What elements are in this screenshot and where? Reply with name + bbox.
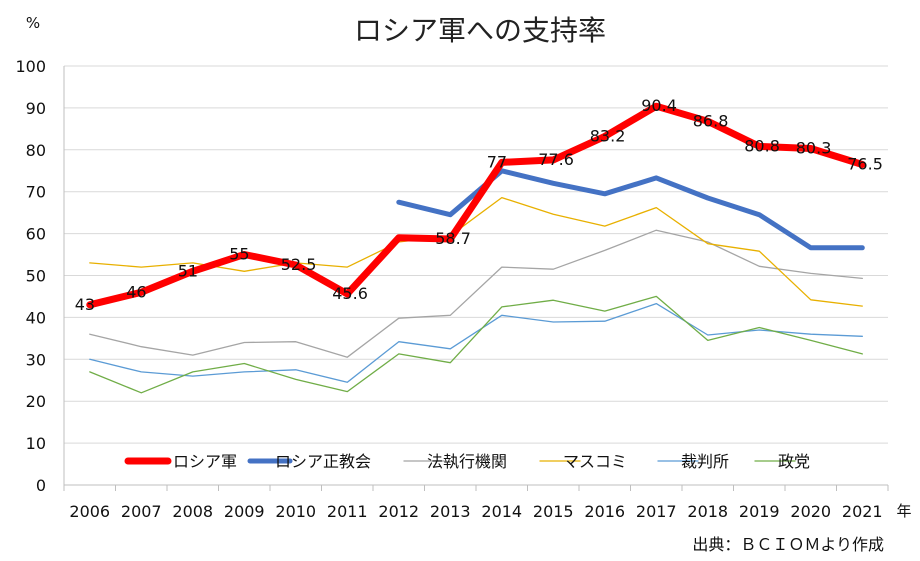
data-label: 45.6	[332, 284, 368, 303]
y-tick-label: 70	[26, 183, 46, 202]
series-line-4	[89, 302, 863, 383]
data-label: 55	[229, 245, 249, 264]
data-label: 58.7	[435, 229, 471, 248]
x-tick-label: 2009	[224, 502, 265, 521]
legend-label: 法執行機関	[427, 452, 507, 471]
y-tick-label: 90	[26, 99, 46, 118]
x-axis-unit: 年	[896, 502, 911, 520]
data-label: 90.4	[641, 96, 677, 115]
series-line-3	[89, 196, 863, 307]
data-labels: 43 46 51 55 52.5 45.6 58.7 77 77.6 83.2 90.4 86.8 80…	[75, 96, 883, 314]
x-tick-label: 2021	[842, 502, 883, 521]
y-tick-label: 20	[26, 392, 46, 411]
data-label: 46	[126, 282, 146, 301]
y-axis-ticks: 0 10 20 30 40 50 60 70 80 90 100	[15, 57, 46, 495]
x-tick-label: 2020	[790, 502, 831, 521]
x-tick-label: 2012	[378, 502, 419, 521]
x-tick-label: 2006	[69, 502, 110, 521]
x-axis-ticks: 2006 2007 2008 2009 2010 2011 2012 2013 2014 2015…	[63, 485, 889, 521]
data-label: 80.3	[796, 139, 832, 158]
series-line-0	[86, 102, 866, 309]
legend-label: 政党	[778, 452, 810, 471]
y-tick-label: 40	[26, 308, 46, 327]
chart-title: ロシア軍への支持率	[354, 14, 606, 47]
x-tick-label: 2015	[533, 502, 574, 521]
series-lines	[86, 102, 866, 394]
x-tick-label: 2008	[172, 502, 213, 521]
source-note: 出典：ＢＣＩＯＭより作成	[692, 535, 884, 554]
y-tick-label: 0	[36, 476, 46, 495]
x-tick-label: 2007	[121, 502, 162, 521]
gridlines	[63, 65, 888, 486]
data-label: 77.6	[538, 150, 574, 169]
legend: ロシア軍 ロシア正教会 法執行機関 マスコミ 裁判所 政党	[124, 452, 810, 471]
legend-label: 裁判所	[681, 452, 729, 471]
data-label: 43	[75, 295, 95, 314]
series-line-2	[89, 229, 863, 358]
data-label: 80.8	[744, 136, 780, 155]
legend-label: マスコミ	[563, 452, 627, 471]
y-axis-unit: %	[26, 14, 40, 32]
x-tick-label: 2016	[584, 502, 625, 521]
data-label: 83.2	[590, 126, 626, 145]
y-tick-label: 100	[15, 57, 46, 76]
x-tick-label: 2014	[481, 502, 522, 521]
y-tick-label: 50	[26, 267, 46, 286]
data-label: 76.5	[847, 154, 883, 173]
x-tick-label: 2019	[739, 502, 780, 521]
data-label: 51	[178, 261, 198, 280]
x-tick-label: 2010	[275, 502, 316, 521]
y-tick-label: 10	[26, 434, 46, 453]
legend-label: ロシア軍	[173, 452, 237, 471]
data-label: 77	[487, 152, 507, 171]
y-tick-label: 80	[26, 141, 46, 160]
x-tick-label: 2011	[327, 502, 368, 521]
x-tick-label: 2018	[687, 502, 728, 521]
data-label: 52.5	[281, 255, 317, 274]
x-tick-label: 2017	[636, 502, 677, 521]
y-tick-label: 30	[26, 350, 46, 369]
series-line-1	[396, 168, 865, 251]
legend-label: ロシア正教会	[275, 452, 371, 471]
y-tick-label: 60	[26, 225, 46, 244]
data-label: 86.8	[693, 111, 729, 130]
series-line-5	[89, 295, 863, 394]
x-tick-label: 2013	[430, 502, 471, 521]
